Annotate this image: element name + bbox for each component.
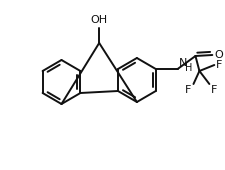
Text: OH: OH xyxy=(91,15,108,25)
Text: F: F xyxy=(211,85,218,95)
Text: O: O xyxy=(214,50,223,60)
Text: F: F xyxy=(185,85,191,95)
Text: N: N xyxy=(179,58,187,68)
Text: H: H xyxy=(184,63,192,73)
Text: F: F xyxy=(216,60,223,70)
